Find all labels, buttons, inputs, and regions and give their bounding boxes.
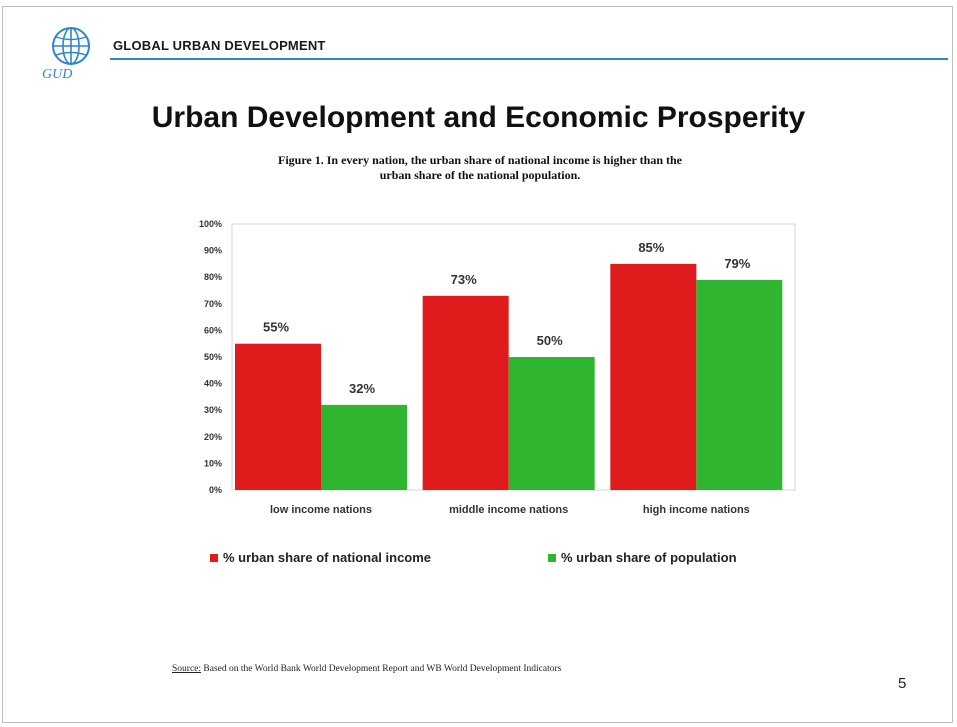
legend-label: % urban share of population bbox=[561, 550, 737, 565]
data-label: 79% bbox=[724, 256, 750, 271]
y-tick-label: 40% bbox=[204, 379, 222, 389]
y-tick-label: 70% bbox=[204, 299, 222, 309]
y-tick-label: 0% bbox=[209, 485, 222, 495]
figure-caption: Figure 1. In every nation, the urban sha… bbox=[150, 153, 810, 183]
source-text: Based on the World Bank World Developmen… bbox=[201, 664, 561, 674]
y-tick-label: 10% bbox=[204, 458, 222, 468]
data-label: 55% bbox=[263, 320, 289, 335]
y-tick-label: 60% bbox=[204, 325, 222, 335]
legend-label: % urban share of national income bbox=[223, 550, 431, 565]
y-tick-label: 80% bbox=[204, 272, 222, 282]
bar bbox=[509, 357, 595, 490]
y-tick-label: 90% bbox=[204, 246, 222, 256]
figure-caption-line-2: urban share of the national population. bbox=[150, 168, 810, 183]
gud-globe-logo-icon: GUD bbox=[40, 22, 100, 82]
y-tick-label: 20% bbox=[204, 432, 222, 442]
y-tick-label: 100% bbox=[199, 219, 222, 229]
category-label: low income nations bbox=[270, 504, 372, 516]
bar bbox=[235, 344, 321, 490]
data-label: 32% bbox=[349, 381, 375, 396]
data-label: 73% bbox=[451, 272, 477, 287]
legend-swatch bbox=[210, 554, 218, 562]
category-label: high income nations bbox=[643, 504, 750, 516]
y-tick-label: 50% bbox=[204, 352, 222, 362]
figure-caption-line-1: Figure 1. In every nation, the urban sha… bbox=[278, 153, 682, 167]
data-label: 85% bbox=[638, 240, 664, 255]
org-name: GLOBAL URBAN DEVELOPMENT bbox=[113, 38, 326, 53]
legend-swatch bbox=[548, 554, 556, 562]
bar bbox=[696, 280, 782, 490]
y-tick-label: 30% bbox=[204, 405, 222, 415]
category-label: middle income nations bbox=[449, 504, 568, 516]
source-label: Source: bbox=[172, 664, 201, 674]
bar bbox=[610, 264, 696, 490]
bar bbox=[321, 405, 407, 490]
slide-title: Urban Development and Economic Prosperit… bbox=[0, 101, 957, 135]
header-divider bbox=[110, 58, 948, 60]
logo-text: GUD bbox=[42, 67, 72, 82]
data-label: 50% bbox=[537, 333, 563, 348]
bar bbox=[423, 296, 509, 490]
page-number: 5 bbox=[898, 675, 906, 692]
source-note: Source: Based on the World Bank World De… bbox=[172, 664, 561, 674]
bar-chart: 0% 10% 20% 30% 40% 50% 60% 70% 80% 90% 100% 55% 32% l… bbox=[150, 210, 810, 600]
